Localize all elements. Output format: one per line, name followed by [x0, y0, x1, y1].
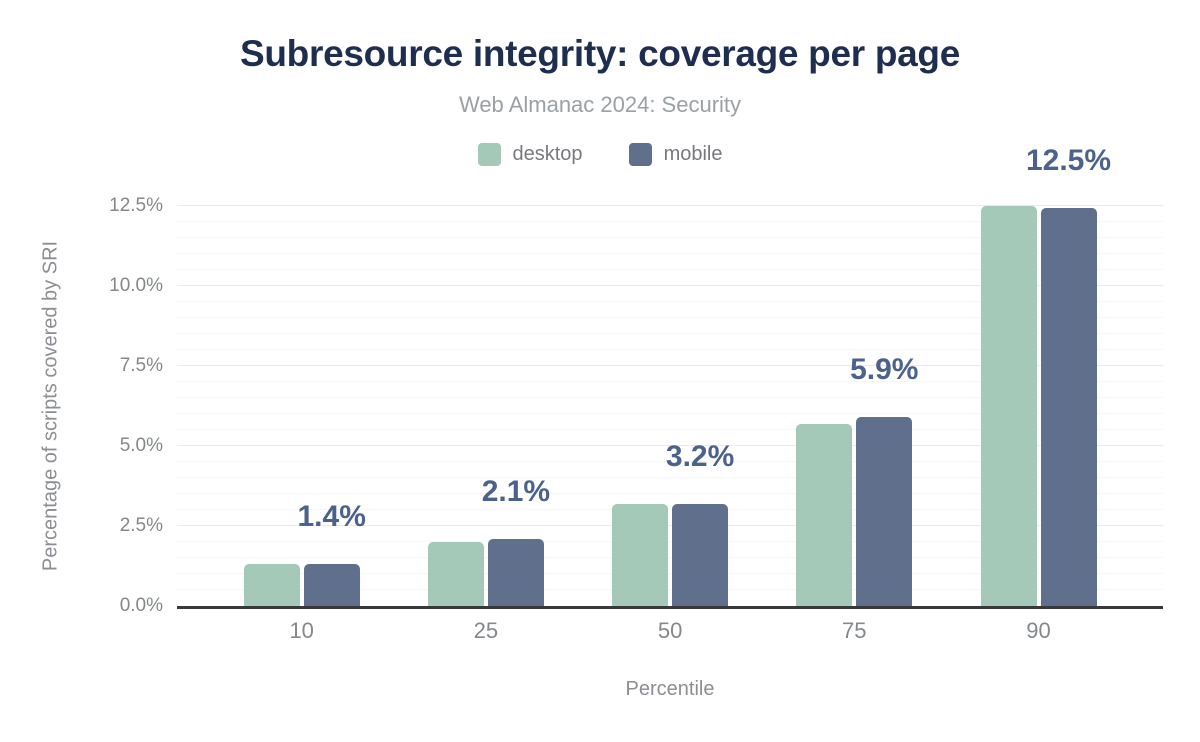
- gridline-major: [177, 285, 1163, 286]
- gridline-major: [177, 445, 1163, 446]
- gridline-minor: [177, 509, 1163, 510]
- gridline-minor: [177, 333, 1163, 334]
- legend-label-desktop: desktop: [512, 143, 583, 165]
- x-tick-label-25: 25: [473, 618, 499, 643]
- gridline-minor: [177, 237, 1163, 238]
- gridline-minor: [177, 413, 1163, 414]
- gridline-minor: [177, 429, 1163, 430]
- desktop-swatch-icon: [477, 143, 501, 166]
- gridline-minor: [177, 541, 1163, 542]
- data-label-p50: 3.2%: [665, 439, 735, 473]
- y-tick-label-10.0%: 10.0%: [109, 275, 163, 296]
- gridline-minor: [177, 381, 1163, 382]
- gridline-minor: [177, 461, 1163, 462]
- bar-mobile-p10: [303, 564, 360, 606]
- data-label-p75: 5.9%: [850, 353, 919, 387]
- bar-mobile-p75: [856, 417, 913, 606]
- gridline-major: [177, 525, 1163, 526]
- y-tick-label-12.5%: 12.5%: [109, 195, 163, 216]
- bar-desktop-p25: [427, 542, 484, 606]
- gridline-minor: [177, 493, 1163, 494]
- legend-item-desktop: desktop: [477, 143, 583, 166]
- bar-desktop-p50: [612, 503, 669, 606]
- legend-item-mobile: mobile: [628, 143, 723, 166]
- mobile-swatch-icon: [628, 143, 652, 166]
- x-tick-label-50: 50: [657, 618, 683, 643]
- x-tick-label-75: 75: [842, 618, 867, 643]
- gridline-minor: [177, 253, 1163, 254]
- y-tick-label-0.0%: 0.0%: [119, 595, 163, 616]
- gridline-minor: [177, 477, 1163, 478]
- bar-desktop-p10: [243, 564, 300, 606]
- legend: desktop mobile: [0, 143, 1200, 166]
- gridline-minor: [177, 221, 1163, 222]
- legend-label-mobile: mobile: [663, 143, 723, 165]
- gridline-minor: [177, 269, 1163, 270]
- gridline-minor: [177, 317, 1163, 318]
- gridline-minor: [177, 397, 1163, 398]
- gridline-minor: [177, 349, 1163, 350]
- bar-mobile-p50: [672, 503, 729, 606]
- gridline-minor: [177, 573, 1163, 574]
- data-label-p10: 1.4%: [297, 500, 366, 534]
- page-title: Subresource integrity: coverage per page: [239, 33, 960, 74]
- gridline-minor: [177, 589, 1163, 590]
- bar-desktop-p90: [980, 206, 1037, 606]
- bar-mobile-p25: [487, 538, 544, 606]
- plot-area: 1.4% 10 2.1% 25 3.2% 50 5.9% 75 12.5% 90: [177, 145, 1163, 643]
- gridline-major: [177, 205, 1163, 206]
- gridline-major: [177, 365, 1163, 366]
- gridline-minor: [177, 301, 1163, 302]
- y-tick-label-5.0%: 5.0%: [119, 435, 163, 456]
- gridline-minor: [177, 557, 1163, 558]
- bar-desktop-p75: [796, 423, 853, 606]
- x-axis-title: Percentile: [625, 678, 715, 700]
- y-tick-label-7.5%: 7.5%: [119, 355, 163, 376]
- chart-subtitle: Web Almanac 2024: Security: [458, 92, 742, 117]
- x-tick-label-90: 90: [1026, 618, 1051, 643]
- x-tick-label-10: 10: [289, 618, 314, 643]
- data-label-p25: 2.1%: [481, 474, 551, 508]
- y-tick-label-2.5%: 2.5%: [119, 515, 163, 536]
- bar-mobile-p90: [1040, 207, 1097, 606]
- data-label-p90: 12.5%: [1025, 143, 1112, 177]
